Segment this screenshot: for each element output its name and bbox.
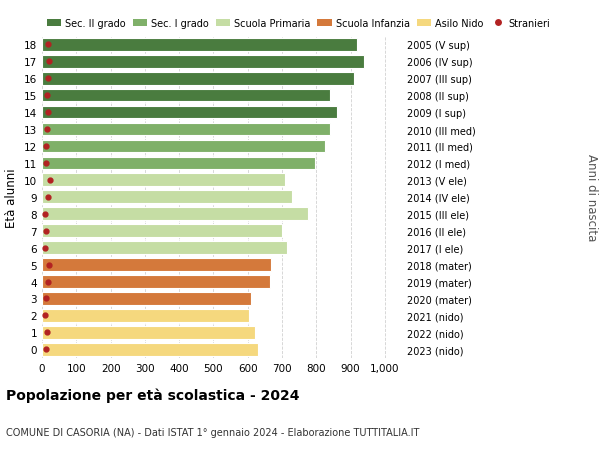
Bar: [42, 90, 330, 102]
Bar: [42, 225, 282, 238]
Bar: [42, 208, 308, 221]
Bar: [42, 174, 286, 187]
Bar: [42, 326, 254, 339]
Text: Popolazione per età scolastica - 2024: Popolazione per età scolastica - 2024: [6, 388, 299, 403]
Bar: [42, 73, 354, 85]
Bar: [42, 275, 270, 288]
Bar: [42, 56, 364, 68]
Text: Anni di nascita: Anni di nascita: [584, 154, 598, 241]
Bar: [42, 106, 337, 119]
Y-axis label: Età alunni: Età alunni: [5, 168, 19, 227]
Bar: [42, 242, 287, 254]
Bar: [42, 259, 271, 271]
Bar: [42, 157, 314, 170]
Bar: [42, 309, 250, 322]
Text: COMUNE DI CASORIA (NA) - Dati ISTAT 1° gennaio 2024 - Elaborazione TUTTITALIA.IT: COMUNE DI CASORIA (NA) - Dati ISTAT 1° g…: [6, 427, 419, 437]
Bar: [42, 343, 258, 356]
Legend: Sec. II grado, Sec. I grado, Scuola Primaria, Scuola Infanzia, Asilo Nido, Stran: Sec. II grado, Sec. I grado, Scuola Prim…: [47, 19, 551, 28]
Bar: [42, 140, 325, 153]
Bar: [42, 39, 358, 51]
Bar: [42, 123, 330, 136]
Bar: [42, 292, 251, 305]
Bar: [42, 191, 292, 204]
